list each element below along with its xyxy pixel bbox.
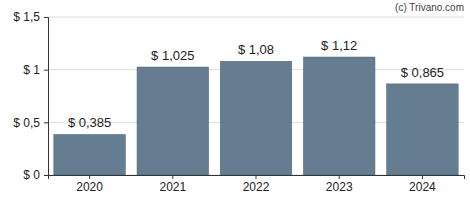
- data-label: $ 0,865: [401, 65, 444, 80]
- x-tick-mark: [256, 175, 257, 179]
- y-tick-mark: [44, 122, 48, 123]
- y-axis: $ 0 $ 0,5 $ 1 $ 1,5: [13, 10, 48, 182]
- data-label: $ 0,385: [68, 115, 111, 130]
- plot: $ 0,385 $ 1,025 $ 1,08 $ 1,12 $ 0,865 $ 0 $ 0,…: [13, 10, 464, 193]
- chart: $ 0,385 $ 1,025 $ 1,08 $ 1,12 $ 0,865 $ 0 $ 0,…: [0, 0, 470, 200]
- x-tick-mark: [89, 175, 90, 179]
- x-tick: 2020: [76, 175, 103, 194]
- x-tick: 2023: [326, 175, 353, 194]
- y-tick-label: $ 0: [23, 168, 40, 182]
- y-tick-mark: [44, 175, 48, 176]
- annotations: (c) Trivano.com: [395, 2, 464, 13]
- grid-line: [48, 17, 464, 18]
- data-label: $ 1,025: [151, 48, 194, 63]
- data-label: $ 1,08: [238, 42, 274, 57]
- y-tick-label: $ 1: [23, 63, 40, 77]
- annotation: (c) Trivano.com: [395, 2, 464, 13]
- y-tick: $ 1: [23, 63, 48, 77]
- x-axis: 2020 2021 2022 2023 2024: [49, 175, 465, 194]
- x-tick: 2021: [159, 175, 186, 194]
- y-tick: $ 0: [23, 168, 48, 182]
- x-tick-label: 2020: [76, 180, 103, 194]
- bar: [137, 67, 209, 175]
- x-tick-label: 2022: [243, 180, 270, 194]
- x-tick-label: 2023: [326, 180, 353, 194]
- y-tick-label: $ 1,5: [13, 10, 40, 24]
- data-labels: $ 0,385 $ 1,025 $ 1,08 $ 1,12 $ 0,865: [68, 38, 444, 130]
- x-tick-label: 2021: [159, 180, 186, 194]
- y-tick-mark: [44, 70, 48, 71]
- bar: [54, 134, 126, 175]
- bar: [220, 61, 292, 175]
- x-tick: 2022: [243, 175, 270, 194]
- y-tick: $ 1,5: [13, 10, 48, 24]
- grid: [48, 17, 464, 175]
- x-tick-label: 2024: [409, 180, 436, 194]
- y-tick-mark: [44, 17, 48, 18]
- bars: [54, 57, 458, 175]
- x-tick-mark: [422, 175, 423, 179]
- x-tick: 2024: [409, 175, 436, 194]
- y-tick: $ 0,5: [13, 116, 48, 130]
- bar: [303, 57, 375, 175]
- x-tick-mark: [339, 175, 340, 179]
- bar: [387, 84, 459, 175]
- x-axis-line: [49, 176, 465, 180]
- x-tick-mark: [172, 175, 173, 179]
- y-axis-line: [44, 18, 49, 176]
- y-tick-label: $ 0,5: [13, 116, 40, 130]
- data-label: $ 1,12: [321, 38, 357, 53]
